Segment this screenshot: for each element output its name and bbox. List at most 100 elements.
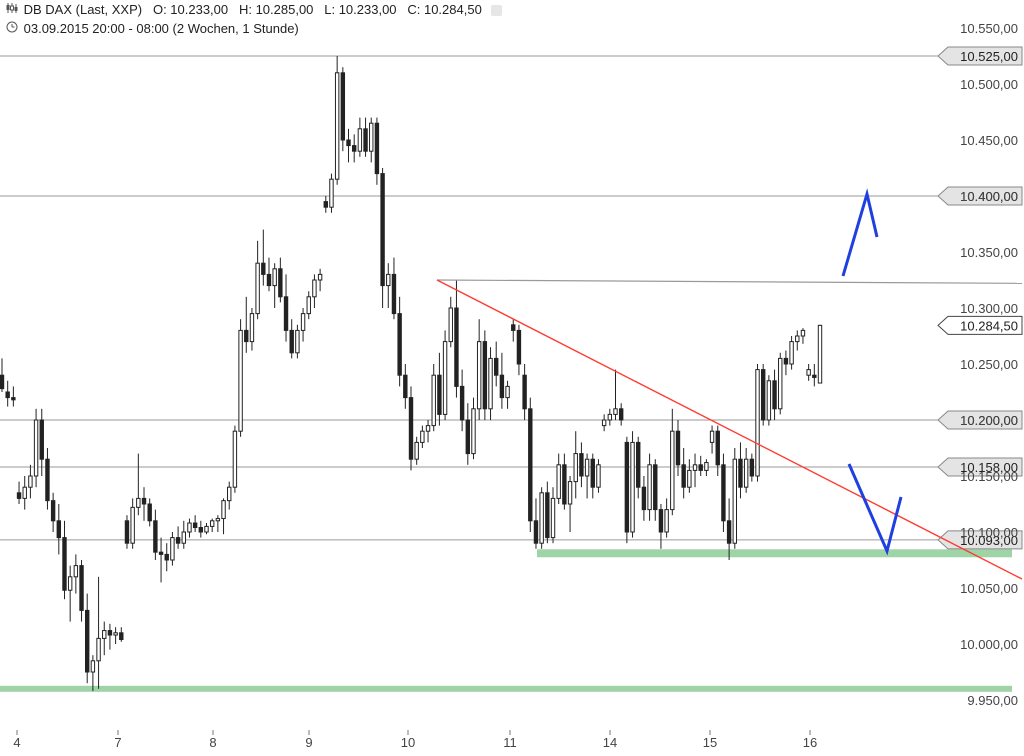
candle-body — [516, 329, 522, 365]
candle — [221, 498, 226, 535]
candle — [215, 515, 221, 532]
level-tag — [937, 457, 1023, 477]
candle-body — [317, 273, 323, 281]
candle-body — [562, 464, 567, 505]
candle-body — [499, 374, 505, 399]
candle-body — [306, 296, 311, 315]
level-tag-label: 10.525,00 — [960, 49, 1018, 64]
candle-body — [85, 609, 90, 673]
candle-body — [556, 464, 561, 499]
candle — [204, 523, 209, 535]
x-tick-label: 14 — [603, 735, 617, 750]
candle — [414, 436, 419, 465]
candle-body — [539, 492, 544, 544]
candle — [738, 442, 743, 499]
candle-body — [465, 419, 471, 455]
candle — [687, 459, 692, 493]
level-tag-label: 10.093,00 — [960, 533, 1018, 548]
candle — [107, 623, 113, 650]
candle — [545, 481, 550, 544]
candle-body — [505, 385, 510, 399]
candle-body — [255, 262, 260, 315]
candle-body — [181, 531, 186, 544]
candle-body — [11, 397, 16, 401]
candle — [476, 319, 482, 420]
candle — [113, 627, 118, 644]
candle — [124, 515, 130, 549]
candle-body — [550, 497, 556, 539]
candle — [261, 229, 266, 286]
candle — [28, 464, 33, 499]
candle — [760, 364, 766, 426]
candle-body — [107, 630, 113, 636]
candle — [136, 453, 141, 516]
candle-body — [113, 632, 118, 636]
candle — [119, 627, 124, 642]
candle-body — [147, 503, 152, 522]
candle-body — [636, 441, 641, 488]
candle-body — [39, 419, 44, 460]
candle-body — [215, 518, 221, 522]
candle-body — [454, 307, 459, 387]
candle — [420, 425, 425, 448]
candle — [102, 621, 107, 656]
settings-icon[interactable] — [491, 5, 503, 17]
candle — [505, 380, 510, 409]
candle — [391, 257, 397, 320]
candle — [141, 487, 147, 521]
candle — [158, 537, 164, 583]
candle-body — [431, 374, 436, 427]
candle — [601, 414, 607, 432]
candle-body — [448, 307, 453, 343]
candle — [283, 274, 289, 342]
candle — [403, 364, 408, 409]
candle-body — [590, 458, 595, 488]
candle-body — [806, 369, 811, 376]
y-tick-label: 10.450,00 — [960, 133, 1018, 148]
candle-body — [494, 357, 499, 376]
candle-body — [488, 357, 493, 410]
candle-body — [266, 273, 272, 287]
chart-period-row: 03.09.2015 20:00 - 08:00 (2 Wochen, 1 St… — [6, 21, 299, 36]
candle-body — [346, 139, 351, 147]
candle-body — [170, 537, 175, 561]
candle — [397, 296, 402, 387]
candle-body — [283, 296, 289, 331]
candle — [11, 386, 16, 407]
candle — [732, 448, 737, 549]
candle-body — [62, 537, 67, 591]
candle — [539, 487, 544, 549]
support-zone-lower — [0, 685, 1012, 692]
candle-body — [397, 313, 402, 376]
candle-body — [238, 329, 243, 432]
candle — [278, 257, 283, 303]
candle-body — [340, 72, 346, 141]
candle — [380, 168, 385, 308]
candle-body — [79, 565, 84, 611]
candle — [528, 397, 533, 532]
candle — [670, 408, 675, 516]
candle-body — [681, 464, 686, 488]
candle-body — [67, 576, 73, 591]
candle — [33, 408, 39, 488]
candle-body — [789, 341, 794, 365]
candle-body — [227, 486, 232, 502]
candle-body — [522, 374, 527, 410]
chart-header: DB DAX (Last, XXP) O: 10.233,00 H: 10.28… — [6, 2, 503, 17]
candle — [437, 352, 442, 426]
candle — [5, 380, 10, 407]
y-tick-label: 10.150,00 — [960, 469, 1018, 484]
candle — [22, 476, 27, 510]
x-tick-label: 10 — [401, 735, 415, 750]
ohlc-values: O: 10.233,00 H: 10.285,00 L: 10.233,00 C… — [152, 2, 482, 17]
candle — [516, 324, 522, 376]
candle-body — [618, 408, 624, 421]
candle-body — [221, 500, 226, 520]
candle — [709, 425, 715, 454]
candle — [715, 425, 720, 476]
candle — [755, 364, 760, 482]
candle — [459, 369, 465, 432]
y-tick-label: 10.050,00 — [960, 581, 1018, 596]
candle-body — [653, 464, 658, 511]
